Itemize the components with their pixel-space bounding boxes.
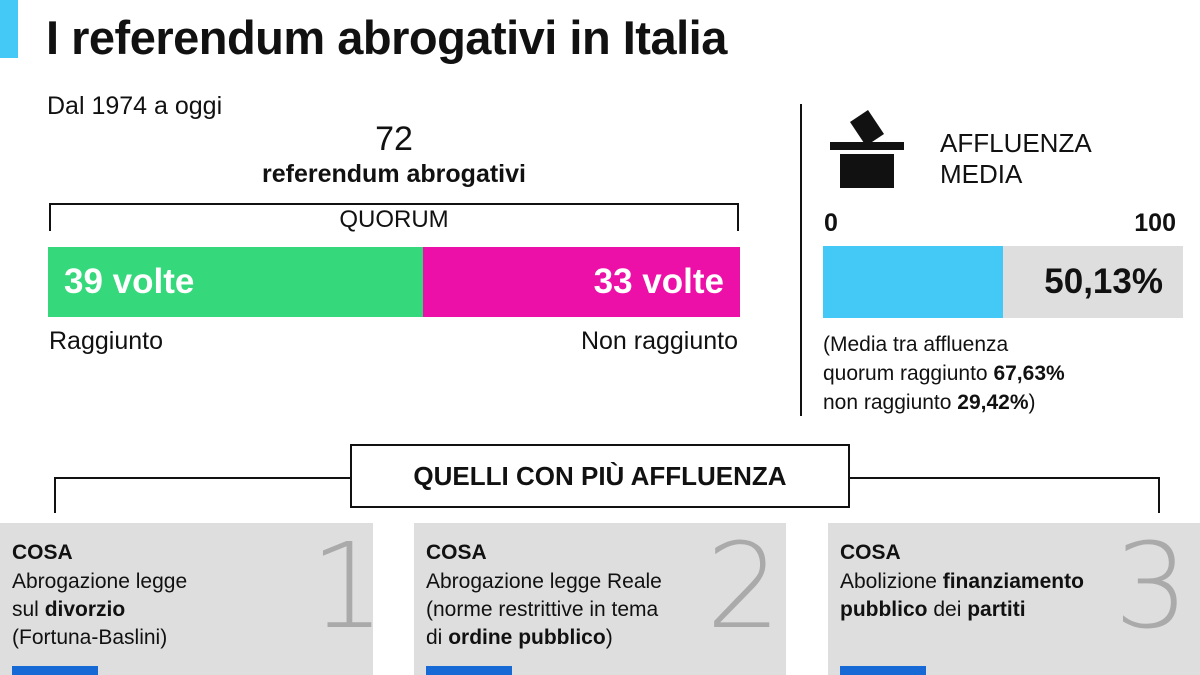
affluenza-value: 50,13% [1044, 262, 1163, 301]
card-desc-bold: ordine pubblico [448, 626, 606, 649]
note-line3-text: non raggiunto [823, 391, 958, 414]
card-description: Abolizione finanziamento pubblico dei pa… [840, 568, 1084, 624]
card-desc-text: dei [927, 598, 968, 621]
card-desc-text: di [426, 626, 449, 649]
affluenza-title-line2: MEDIA [940, 159, 1023, 189]
quorum-label: QUORUM [339, 206, 449, 233]
card-desc-line: pubblico dei partiti [840, 596, 1084, 624]
card-tag [840, 666, 926, 675]
card-description: Abrogazione legge Reale (norme restritti… [426, 568, 662, 652]
card-2: 2 COSA Abrogazione legge Reale (norme re… [414, 523, 786, 675]
section-connector-right [1158, 477, 1160, 513]
affluenza-note: (Media tra affluenza quorum raggiunto 67… [823, 330, 1065, 417]
card-desc-bold: partiti [967, 598, 1026, 621]
card-desc-line: Abrogazione legge Reale [426, 570, 662, 593]
card-desc-text: ) [605, 626, 613, 649]
card-desc-text: sul [12, 598, 45, 621]
affluenza-bar: 50,13% [823, 246, 1183, 318]
card-desc-line: Abolizione finanziamento [840, 568, 1084, 596]
section-connector-left [54, 477, 56, 513]
card-desc-line: sul divorzio [12, 596, 187, 624]
card-label: COSA [426, 541, 487, 564]
card-rank: 1 [310, 523, 373, 655]
card-desc-line: (norme restrittive in tema [426, 598, 659, 621]
card-desc-line: di ordine pubblico) [426, 624, 662, 652]
card-3: 3 COSA Abolizione finanziamento pubblico… [828, 523, 1200, 675]
bar-segment-raggiunto: 39 volte [48, 247, 423, 317]
card-1: 1 COSA Abrogazione legge sul divorzio (F… [0, 523, 373, 675]
card-desc-bold: finanziamento [942, 570, 1084, 593]
bar-segment-non-raggiunto: 33 volte [422, 247, 740, 317]
note-line3-end: ) [1028, 391, 1036, 414]
quorum-bracket [49, 203, 739, 231]
card-desc-line: Abrogazione legge [12, 570, 188, 593]
card-label: COSA [12, 541, 73, 564]
card-label: COSA [840, 541, 901, 564]
ballot-box-icon [830, 110, 904, 188]
card-tag [12, 666, 98, 675]
note-line2-value: 67,63% [993, 362, 1065, 385]
affluenza-bar-fill [823, 246, 1004, 318]
card-desc-bold: pubblico [840, 598, 928, 621]
bar-value-label-non-raggiunto: 33 volte [593, 262, 724, 301]
card-rank: 2 [706, 523, 782, 655]
card-rank: 3 [1114, 523, 1190, 655]
period-subtitle: Dal 1974 a oggi [47, 92, 223, 120]
bar-value-label-raggiunto: 39 volte [64, 262, 195, 301]
category-label-raggiunto: Raggiunto [49, 327, 163, 355]
title-accent-bar [0, 0, 18, 58]
scale-max-label: 100 [1134, 209, 1176, 237]
note-line3: non raggiunto 29,42%) [823, 388, 1065, 417]
card-desc-line: (Fortuna-Baslini) [12, 626, 168, 649]
section-title: QUELLI CON PIÙ AFFLUENZA [413, 460, 787, 491]
category-label-non-raggiunto: Non raggiunto [580, 327, 738, 355]
vertical-divider [800, 104, 802, 416]
note-line2: quorum raggiunto 67,63% [823, 359, 1065, 388]
affluenza-title-line1: AFFLUENZA [940, 128, 1092, 158]
card-desc-bold: divorzio [44, 598, 126, 621]
card-description: Abrogazione legge sul divorzio (Fortuna-… [12, 568, 187, 652]
total-label: referendum abrogativi [262, 160, 526, 188]
quorum-stacked-bar: 39 volte 33 volte [48, 247, 740, 317]
card-desc-text: Abolizione [840, 570, 943, 593]
section-title-box: QUELLI CON PIÙ AFFLUENZA [350, 444, 850, 508]
note-line2-text: quorum raggiunto [823, 362, 994, 385]
page-title: I referendum abrogativi in Italia [46, 11, 727, 64]
note-line1: (Media tra affluenza [823, 333, 1009, 356]
note-line3-value: 29,42% [957, 391, 1029, 414]
affluenza-title: AFFLUENZA MEDIA [940, 128, 1092, 190]
card-tag [426, 666, 512, 675]
scale-min-label: 0 [824, 209, 838, 237]
total-count: 72 [375, 120, 413, 158]
